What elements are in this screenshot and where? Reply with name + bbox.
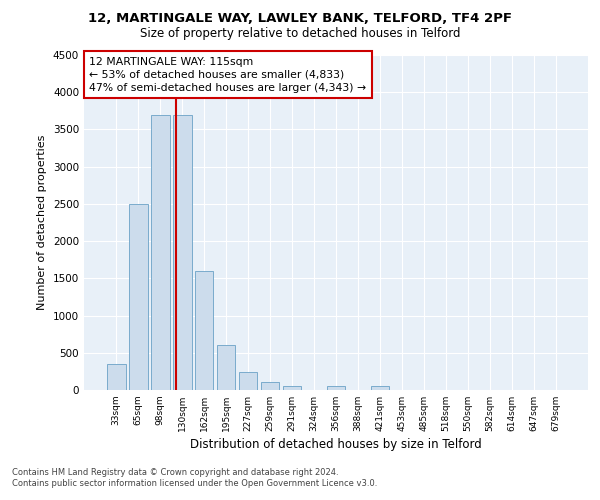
Bar (173, 114, 191, 390)
Bar (151, 114, 170, 390)
Text: Size of property relative to detached houses in Telford: Size of property relative to detached ho… (140, 28, 460, 40)
Bar (326, 386, 346, 390)
Bar (195, 271, 214, 390)
Bar (239, 372, 257, 390)
Text: Contains HM Land Registry data © Crown copyright and database right 2024.
Contai: Contains HM Land Registry data © Crown c… (12, 468, 377, 487)
Y-axis label: Number of detached properties: Number of detached properties (37, 135, 47, 310)
X-axis label: Distribution of detached houses by size in Telford: Distribution of detached houses by size … (190, 438, 482, 451)
Text: 12 MARTINGALE WAY: 115sqm
← 53% of detached houses are smaller (4,833)
47% of se: 12 MARTINGALE WAY: 115sqm ← 53% of detac… (89, 56, 366, 93)
Text: 12, MARTINGALE WAY, LAWLEY BANK, TELFORD, TF4 2PF: 12, MARTINGALE WAY, LAWLEY BANK, TELFORD… (88, 12, 512, 26)
Bar (261, 382, 280, 390)
Bar (217, 346, 235, 390)
Bar (107, 364, 125, 390)
Bar (129, 204, 148, 390)
Bar (371, 386, 389, 390)
Bar (283, 386, 301, 390)
